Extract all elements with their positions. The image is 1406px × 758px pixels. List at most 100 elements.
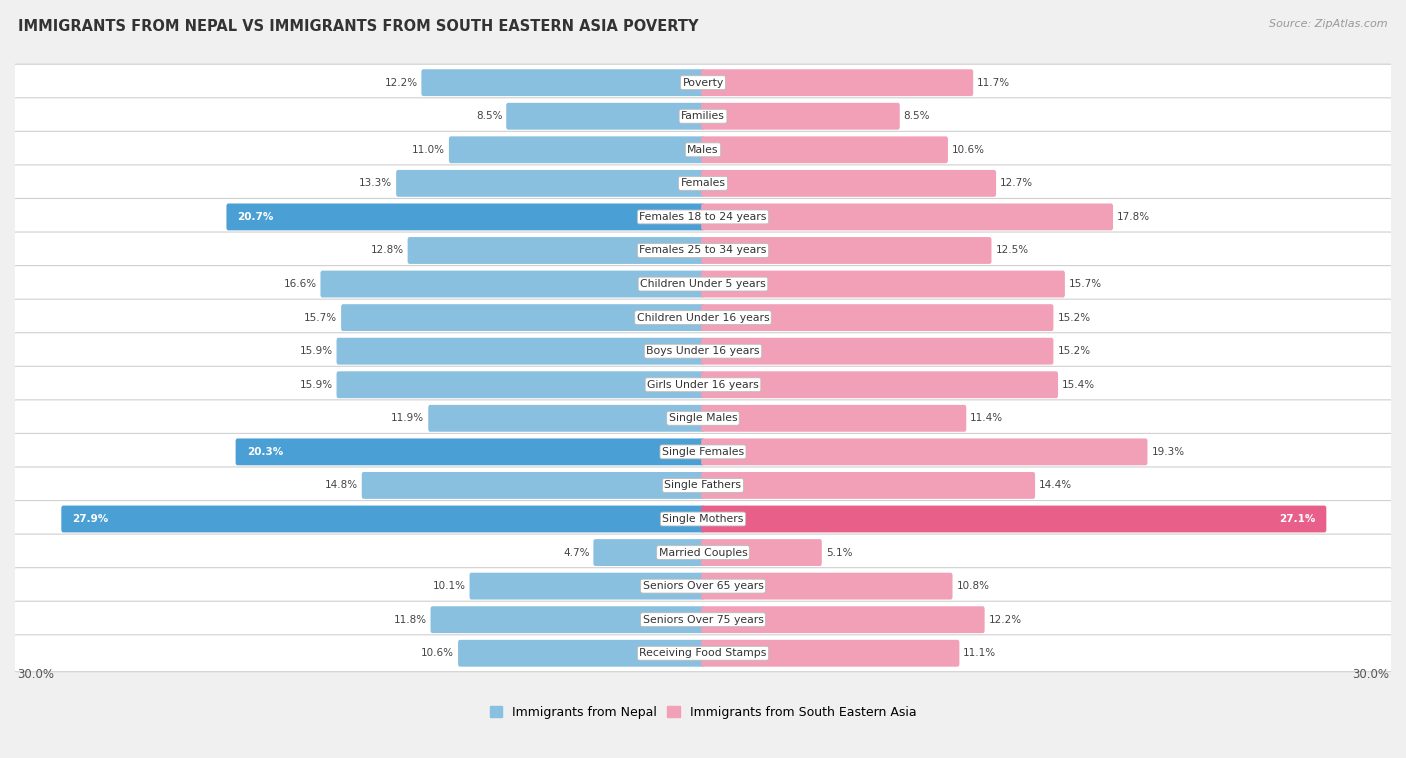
Text: 15.4%: 15.4%	[1062, 380, 1095, 390]
FancyBboxPatch shape	[470, 573, 704, 600]
Text: Males: Males	[688, 145, 718, 155]
FancyBboxPatch shape	[702, 573, 952, 600]
FancyBboxPatch shape	[702, 271, 1064, 297]
Text: 17.8%: 17.8%	[1116, 212, 1150, 222]
FancyBboxPatch shape	[702, 103, 900, 130]
Text: 8.5%: 8.5%	[904, 111, 931, 121]
Text: 4.7%: 4.7%	[562, 547, 589, 558]
FancyBboxPatch shape	[506, 103, 704, 130]
FancyBboxPatch shape	[13, 467, 1393, 504]
FancyBboxPatch shape	[13, 568, 1393, 605]
Text: 30.0%: 30.0%	[1351, 668, 1389, 681]
FancyBboxPatch shape	[449, 136, 704, 163]
FancyBboxPatch shape	[226, 203, 704, 230]
Text: Seniors Over 65 years: Seniors Over 65 years	[643, 581, 763, 591]
FancyBboxPatch shape	[702, 640, 959, 667]
Text: Single Fathers: Single Fathers	[665, 481, 741, 490]
Text: 10.1%: 10.1%	[433, 581, 465, 591]
Text: 14.4%: 14.4%	[1039, 481, 1073, 490]
Text: 27.1%: 27.1%	[1279, 514, 1316, 524]
FancyBboxPatch shape	[13, 333, 1393, 370]
Text: Poverty: Poverty	[682, 77, 724, 88]
Text: Receiving Food Stamps: Receiving Food Stamps	[640, 648, 766, 658]
FancyBboxPatch shape	[13, 265, 1393, 302]
Text: 15.7%: 15.7%	[304, 312, 337, 323]
Text: Source: ZipAtlas.com: Source: ZipAtlas.com	[1270, 19, 1388, 29]
FancyBboxPatch shape	[13, 165, 1393, 202]
FancyBboxPatch shape	[13, 634, 1393, 672]
FancyBboxPatch shape	[13, 500, 1393, 537]
FancyBboxPatch shape	[13, 299, 1393, 336]
Text: 30.0%: 30.0%	[17, 668, 55, 681]
FancyBboxPatch shape	[702, 405, 966, 432]
FancyBboxPatch shape	[236, 438, 704, 465]
Text: Seniors Over 75 years: Seniors Over 75 years	[643, 615, 763, 625]
FancyBboxPatch shape	[702, 304, 1053, 331]
Text: Single Mothers: Single Mothers	[662, 514, 744, 524]
Text: Females: Females	[681, 178, 725, 189]
FancyBboxPatch shape	[702, 136, 948, 163]
FancyBboxPatch shape	[13, 64, 1393, 101]
Text: 12.2%: 12.2%	[988, 615, 1022, 625]
Text: 12.8%: 12.8%	[371, 246, 404, 255]
FancyBboxPatch shape	[13, 434, 1393, 470]
FancyBboxPatch shape	[458, 640, 704, 667]
Text: Children Under 16 years: Children Under 16 years	[637, 312, 769, 323]
Text: 12.7%: 12.7%	[1000, 178, 1033, 189]
FancyBboxPatch shape	[13, 199, 1393, 236]
FancyBboxPatch shape	[702, 69, 973, 96]
FancyBboxPatch shape	[702, 438, 1147, 465]
FancyBboxPatch shape	[13, 131, 1393, 168]
Text: 10.6%: 10.6%	[422, 648, 454, 658]
FancyBboxPatch shape	[422, 69, 704, 96]
Text: 11.4%: 11.4%	[970, 413, 1004, 423]
Text: 15.7%: 15.7%	[1069, 279, 1102, 289]
Text: 20.3%: 20.3%	[246, 447, 283, 457]
Text: Children Under 5 years: Children Under 5 years	[640, 279, 766, 289]
FancyBboxPatch shape	[702, 506, 1326, 532]
Text: 15.2%: 15.2%	[1057, 346, 1091, 356]
FancyBboxPatch shape	[429, 405, 704, 432]
Text: 14.8%: 14.8%	[325, 481, 359, 490]
FancyBboxPatch shape	[13, 400, 1393, 437]
Text: IMMIGRANTS FROM NEPAL VS IMMIGRANTS FROM SOUTH EASTERN ASIA POVERTY: IMMIGRANTS FROM NEPAL VS IMMIGRANTS FROM…	[18, 19, 699, 34]
Text: 15.9%: 15.9%	[299, 346, 333, 356]
Text: 5.1%: 5.1%	[825, 547, 852, 558]
FancyBboxPatch shape	[430, 606, 704, 633]
Text: 8.5%: 8.5%	[475, 111, 502, 121]
Text: 15.2%: 15.2%	[1057, 312, 1091, 323]
FancyBboxPatch shape	[396, 170, 704, 197]
Text: 16.6%: 16.6%	[284, 279, 316, 289]
Text: Girls Under 16 years: Girls Under 16 years	[647, 380, 759, 390]
FancyBboxPatch shape	[13, 601, 1393, 638]
Text: 10.8%: 10.8%	[956, 581, 990, 591]
Text: 11.1%: 11.1%	[963, 648, 997, 658]
Text: 11.7%: 11.7%	[977, 77, 1010, 88]
FancyBboxPatch shape	[408, 237, 704, 264]
Text: Married Couples: Married Couples	[658, 547, 748, 558]
Text: Families: Families	[681, 111, 725, 121]
FancyBboxPatch shape	[13, 98, 1393, 135]
FancyBboxPatch shape	[702, 170, 995, 197]
FancyBboxPatch shape	[593, 539, 704, 566]
Text: 13.3%: 13.3%	[359, 178, 392, 189]
FancyBboxPatch shape	[336, 371, 704, 398]
FancyBboxPatch shape	[702, 371, 1057, 398]
Text: Single Males: Single Males	[669, 413, 737, 423]
Text: Boys Under 16 years: Boys Under 16 years	[647, 346, 759, 356]
Text: 11.8%: 11.8%	[394, 615, 426, 625]
Text: 11.9%: 11.9%	[391, 413, 425, 423]
Text: 10.6%: 10.6%	[952, 145, 984, 155]
Text: 19.3%: 19.3%	[1152, 447, 1184, 457]
FancyBboxPatch shape	[321, 271, 704, 297]
Text: Single Females: Single Females	[662, 447, 744, 457]
FancyBboxPatch shape	[702, 237, 991, 264]
Legend: Immigrants from Nepal, Immigrants from South Eastern Asia: Immigrants from Nepal, Immigrants from S…	[485, 701, 921, 724]
FancyBboxPatch shape	[702, 606, 984, 633]
Text: 27.9%: 27.9%	[72, 514, 108, 524]
FancyBboxPatch shape	[13, 534, 1393, 571]
Text: Females 25 to 34 years: Females 25 to 34 years	[640, 246, 766, 255]
FancyBboxPatch shape	[361, 472, 704, 499]
FancyBboxPatch shape	[62, 506, 704, 532]
FancyBboxPatch shape	[702, 338, 1053, 365]
